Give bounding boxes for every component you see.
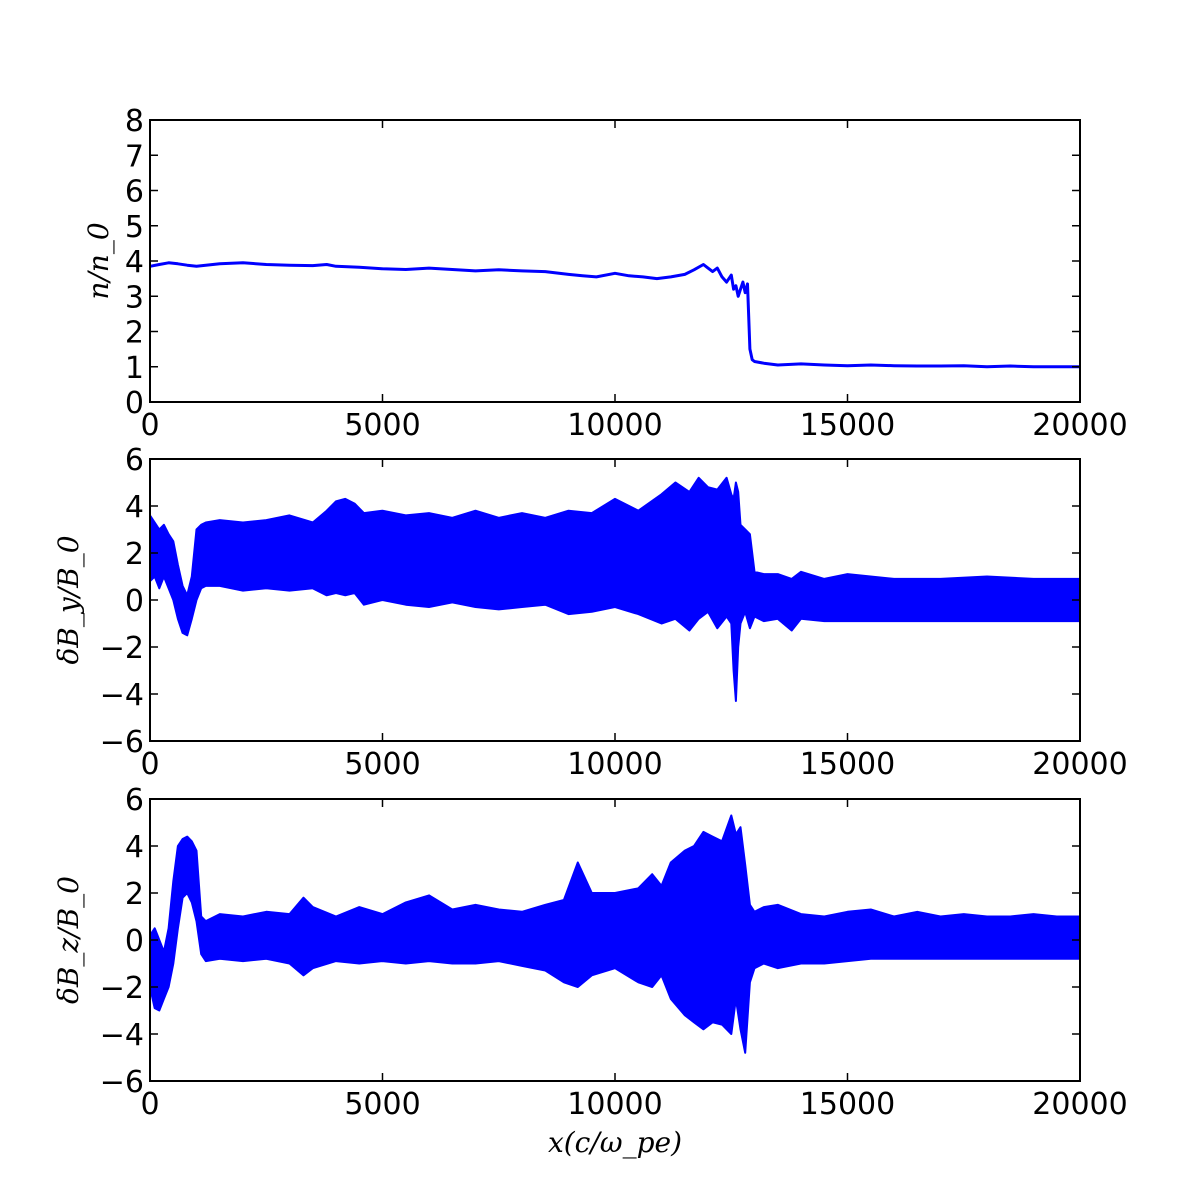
y-tick-label: 6 xyxy=(125,443,144,478)
y-tick-label: 6 xyxy=(125,783,144,818)
y-tick-label: 0 xyxy=(125,584,144,619)
x-tick-label: 20000 xyxy=(1032,1087,1127,1122)
y-tick-label: −4 xyxy=(100,1018,144,1053)
y-tick-label: 2 xyxy=(125,316,144,351)
y-tick-label: −2 xyxy=(100,971,144,1006)
x-tick-label: 15000 xyxy=(800,747,895,782)
x-axis-label: x(c/ω_pe) xyxy=(548,1126,682,1159)
x-tick-label: 15000 xyxy=(800,1087,895,1122)
y-tick-label: −6 xyxy=(100,1065,144,1100)
y-tick-label: 2 xyxy=(125,537,144,572)
x-tick-label: 5000 xyxy=(344,1087,420,1122)
x-tick-label: 5000 xyxy=(344,408,420,443)
panel-middle: 0 5000 10000 15000 20000 −6 −4 −2 0 2 4 6 δB_y/B_0 xyxy=(52,443,1128,782)
x-tick-label: 10000 xyxy=(567,408,662,443)
panel-bottom: 0 5000 10000 15000 20000 −6 −4 −2 0 2 4 6 δB_z/B_0 xyxy=(52,783,1128,1122)
y-tick-label: 6 xyxy=(125,175,144,210)
y-axis-label: n/n_0 xyxy=(82,222,115,299)
y-tick-label: 3 xyxy=(125,280,144,315)
x-tick-label: 20000 xyxy=(1032,747,1127,782)
y-tick-label: 0 xyxy=(125,924,144,959)
y-tick-label: −2 xyxy=(100,631,144,666)
x-tick-label: 20000 xyxy=(1032,408,1127,443)
x-tick-label: 5000 xyxy=(344,747,420,782)
y-axis-label: δB_z/B_0 xyxy=(52,876,85,1004)
y-tick-label: 4 xyxy=(125,830,144,865)
y-axis-label: δB_y/B_0 xyxy=(52,535,85,664)
y-tick-label: 5 xyxy=(125,210,144,245)
x-tick-label: 0 xyxy=(140,747,159,782)
y-tick-label: 8 xyxy=(125,104,144,139)
y-tick-label: 2 xyxy=(125,877,144,912)
x-tick-label: 0 xyxy=(140,408,159,443)
y-tick-label: 4 xyxy=(125,245,144,280)
y-tick-label: 1 xyxy=(125,351,144,386)
x-tick-label: 10000 xyxy=(567,747,662,782)
series-line xyxy=(149,261,1080,369)
y-tick-label: −6 xyxy=(100,725,144,760)
x-tick-label: 0 xyxy=(140,1087,159,1122)
y-tick-label: 4 xyxy=(125,490,144,525)
y-tick-label: 0 xyxy=(125,386,144,421)
x-tick-label: 15000 xyxy=(800,408,895,443)
x-tick-label: 10000 xyxy=(567,1087,662,1122)
y-tick-label: −4 xyxy=(100,678,144,713)
y-tick-label: 7 xyxy=(125,139,144,174)
